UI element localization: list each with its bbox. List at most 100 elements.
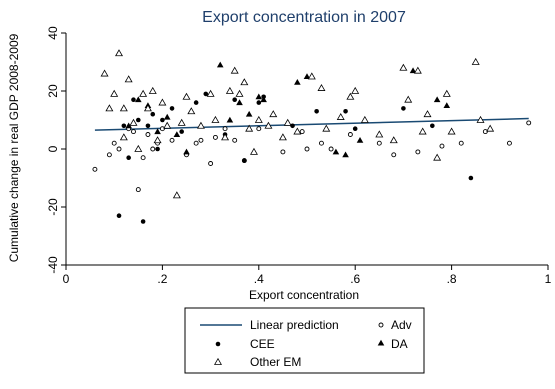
other-em-point [163,121,172,129]
da-point [260,96,267,103]
other-em-point [278,133,287,141]
y-tick-label: 0 [46,145,60,152]
other-em-point [418,127,427,135]
other-em-point [264,121,273,129]
x-tick-label: 0 [63,272,70,286]
adv-point [506,140,512,146]
other-em-point [240,78,249,86]
adv-point [106,152,112,158]
da-point [409,67,417,74]
da-point [342,151,349,158]
cee-point [232,97,237,102]
adv-point [256,126,262,132]
legend-adv-label: Adv [391,318,412,332]
adv-point [131,129,136,135]
legend-da-swatch [377,339,385,346]
other-em-point [115,49,124,57]
cee-point [160,117,165,123]
adv-point [135,187,141,193]
other-em-point [143,104,152,112]
adv-point [111,140,117,146]
cee-point [193,100,199,105]
cee-point [242,158,247,163]
cee-point [203,91,209,97]
other-em-point [153,136,162,144]
cee-point [150,111,156,117]
da-point [255,93,263,100]
adv-point [415,149,421,155]
da-point [183,148,190,155]
other-em-point [317,83,326,91]
adv-point [280,149,286,155]
da-point [443,102,451,108]
cee-point [145,123,151,129]
legend-other-em-swatch [214,357,222,365]
other-em-point [134,144,143,152]
other-em-point [187,107,196,115]
adv-point [526,120,532,126]
legend-box [184,307,425,374]
other-em-point [433,153,442,161]
other-em-point [100,69,109,77]
da-point [154,128,161,135]
other-em-point [105,104,114,112]
other-em-point [476,115,485,123]
other-em-point [423,110,432,118]
y-axis-label: Cumulative change in real GDP 2008-2009 [7,33,21,262]
cee-point [290,123,295,129]
other-em-point [182,92,191,100]
adv-point [232,137,238,143]
chart-title: Export concentration in 2007 [202,9,406,26]
da-point [236,99,243,106]
adv-point [193,140,199,146]
other-em-point [447,127,456,135]
other-em-point [351,86,360,94]
other-em-point [158,98,167,106]
adv-point [439,143,445,149]
other-em-point [172,191,181,199]
cee-point [131,97,136,102]
legend-other-em-label: Other EM [250,355,301,369]
other-em-point [404,95,413,103]
adv-point [391,152,397,158]
da-point [332,148,340,155]
other-em-point [471,57,480,65]
adv-point [222,126,228,132]
adv-point [169,137,175,143]
other-em-point [346,92,355,100]
adv-point [140,155,146,161]
other-em-point [119,104,128,112]
da-point [226,116,234,123]
cee-point [116,213,122,218]
other-em-point [336,112,345,120]
other-em-point [211,115,220,123]
x-tick-label: .8 [447,272,457,286]
y-tick-label: 40 [46,26,60,40]
cee-point [430,123,435,129]
adv-point [299,129,305,135]
cee-point [401,106,406,111]
da-point [125,122,132,129]
cee-point [169,106,175,111]
other-em-point [486,124,495,132]
x-axis-label: Export concentration [249,288,359,302]
other-em-point [206,89,215,97]
cee-point [314,109,319,114]
adv-point [212,134,218,140]
y-tick-label: -20 [46,198,60,216]
other-em-point [293,127,302,135]
adv-point [145,132,151,137]
cee-point [121,123,127,129]
adv-point [376,140,382,146]
other-em-point [360,115,369,123]
da-point [356,137,364,143]
x-tick-label: 1 [545,272,552,286]
other-em-point [254,115,263,123]
adv-point [92,166,98,172]
other-em-point [225,86,234,94]
legend: Linear prediction Adv CEE DA Other EM [184,307,425,374]
cee-point [179,129,184,134]
adv-point [208,161,214,166]
adv-point [116,146,122,152]
